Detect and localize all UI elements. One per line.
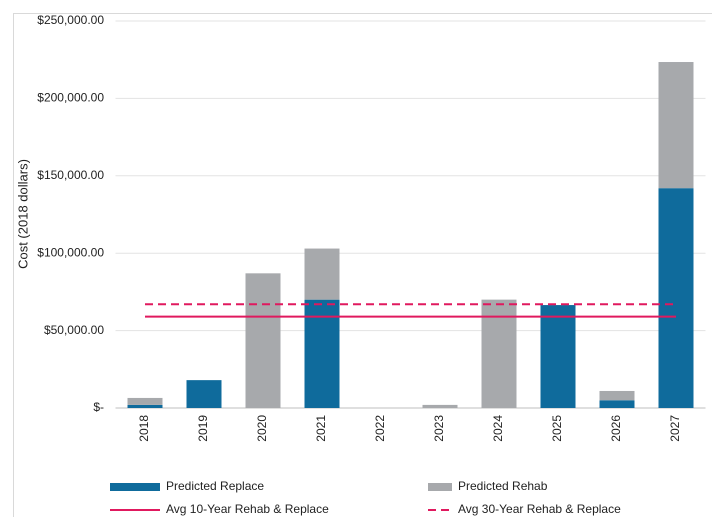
legend-swatch [428, 483, 452, 491]
x-tick-label: 2019 [196, 415, 210, 442]
bar-segment [481, 299, 517, 408]
bar-segment [245, 273, 281, 408]
y-tick-label: $50,000.00 [44, 323, 104, 337]
x-tick-label: 2024 [491, 415, 505, 442]
bar-segment [422, 404, 458, 408]
legend-label: Predicted Replace [166, 479, 264, 493]
bar-segment [186, 380, 222, 408]
x-tick-label: 2021 [314, 415, 328, 442]
x-tick-label: 2022 [373, 415, 387, 442]
bar-segment [127, 404, 163, 408]
legend-swatch [110, 483, 160, 491]
x-tick-label: 2018 [137, 415, 151, 442]
y-tick-label: $100,000.00 [37, 245, 104, 259]
chart-border [13, 13, 712, 517]
bar-segment [599, 400, 635, 408]
bar-segment [127, 397, 163, 405]
y-tick-label: $150,000.00 [37, 168, 104, 182]
x-tick-label: 2020 [255, 415, 269, 442]
bar-segment [540, 305, 576, 408]
x-tick-label: 2025 [550, 415, 564, 442]
bar-segment [658, 62, 694, 189]
legend-label: Avg 30-Year Rehab & Replace [458, 502, 621, 516]
y-tick-label: $200,000.00 [37, 91, 104, 105]
x-tick-label: 2027 [668, 415, 682, 442]
bar-segment [599, 390, 635, 401]
bar-segment [658, 188, 694, 408]
y-tick-label: $250,000.00 [37, 13, 104, 27]
bar-segment [304, 299, 340, 408]
bar-segment [304, 248, 340, 300]
legend-label: Avg 10-Year Rehab & Replace [166, 502, 329, 516]
legend-label: Predicted Rehab [458, 479, 548, 493]
y-tick-label: $- [93, 400, 104, 414]
x-tick-label: 2026 [609, 415, 623, 442]
y-axis-label: Cost (2018 dollars) [15, 159, 30, 269]
x-tick-label: 2023 [432, 415, 446, 442]
